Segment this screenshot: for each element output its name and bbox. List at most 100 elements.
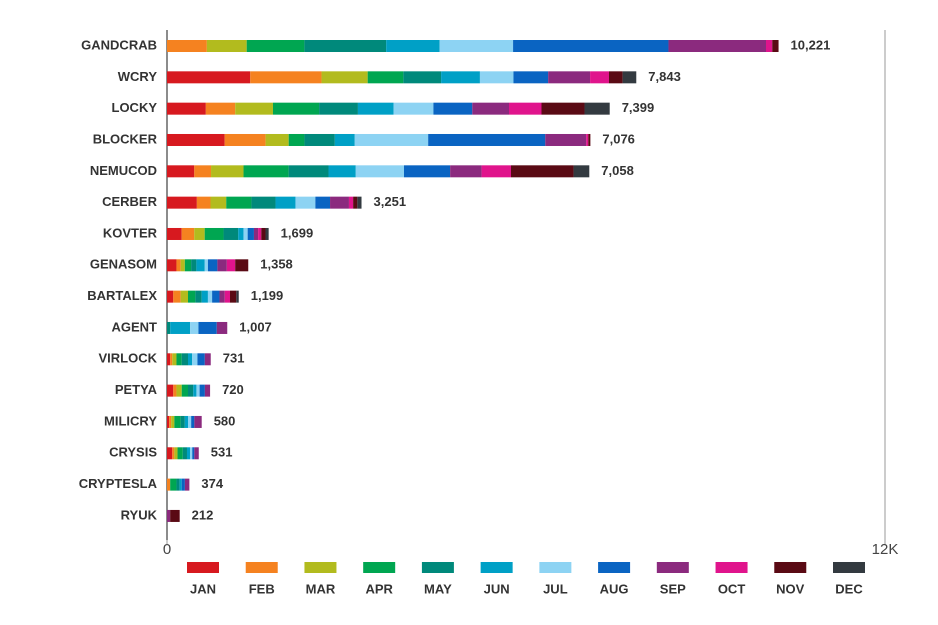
bar-segment <box>167 71 251 84</box>
legend-label: APR <box>365 581 393 596</box>
bar-segment <box>167 133 225 146</box>
bar-segment <box>193 384 197 397</box>
total-label: 7,058 <box>601 163 634 178</box>
bar-segment <box>586 133 589 146</box>
legend-swatch <box>421 562 454 573</box>
legend-swatch <box>480 562 513 573</box>
bar-segment <box>212 290 220 303</box>
legend-label: JUN <box>484 581 510 596</box>
bar-segment <box>196 259 205 272</box>
bar-segment <box>226 196 252 209</box>
bar-segment <box>275 196 296 209</box>
bar-segment <box>236 290 239 303</box>
legend-swatch <box>833 562 865 573</box>
total-label: 1,699 <box>281 225 314 240</box>
bar-segment <box>176 384 182 397</box>
category-label: CRYPTESLA <box>79 476 158 491</box>
bar-segment <box>258 227 262 240</box>
bar-segment <box>196 196 211 209</box>
bar-segment <box>243 165 289 178</box>
category-label: BARTALEX <box>87 288 157 303</box>
total-label: 1,358 <box>260 257 293 272</box>
bar-segment <box>219 290 225 303</box>
bar-segment <box>588 133 591 146</box>
bar-segment <box>170 321 191 334</box>
bar-segment <box>176 478 180 491</box>
bar-segment <box>199 384 205 397</box>
bar-segment <box>181 384 189 397</box>
bar-segment <box>181 478 185 491</box>
bar-segment <box>304 40 387 52</box>
bar-segment <box>170 353 173 366</box>
bar-segment <box>472 102 510 115</box>
bar-segment <box>253 227 259 240</box>
bar-segment <box>194 227 205 240</box>
bar-segment <box>167 196 197 209</box>
bar-segment <box>573 165 590 178</box>
bar-segment <box>167 290 174 303</box>
bar-segment <box>247 227 254 240</box>
bar-segment <box>433 102 473 115</box>
total-label: 1,199 <box>251 288 284 303</box>
legend-swatch <box>598 562 631 573</box>
bar-segment <box>510 165 574 178</box>
bar-segment <box>194 447 199 460</box>
bar-segment <box>328 165 356 178</box>
bar-segment <box>272 102 320 115</box>
bar-segment <box>170 509 180 522</box>
bar-segment <box>181 353 189 366</box>
bar-segment <box>315 196 331 209</box>
bar-segment <box>188 353 193 366</box>
bar-segment <box>176 353 182 366</box>
total-label: 3,251 <box>374 194 407 209</box>
bar-segment <box>548 71 591 84</box>
bar-segment <box>330 196 349 209</box>
category-label: GENASOM <box>90 257 157 272</box>
bar-segment <box>190 321 199 334</box>
bar-segment <box>295 196 316 209</box>
bar-segment <box>167 478 171 491</box>
bar-segment <box>545 133 587 146</box>
bar-segment <box>265 133 289 146</box>
bar-segment <box>180 415 185 428</box>
legend-swatch <box>187 562 219 573</box>
bar-segment <box>195 290 202 303</box>
total-label: 580 <box>214 413 236 428</box>
x-tick-label: 0 <box>163 541 171 558</box>
bar-segment <box>481 165 511 178</box>
bar-segment <box>173 290 181 303</box>
bar-segment <box>196 384 200 397</box>
bar-segment <box>186 447 191 460</box>
bar-segment <box>184 478 190 491</box>
legend-label: MAR <box>306 581 336 596</box>
bar-segment <box>334 133 355 146</box>
legend-label: NOV <box>776 581 805 596</box>
bar-segment <box>367 71 404 84</box>
bar-segment <box>265 227 269 240</box>
bar-segment <box>450 165 482 178</box>
legend-label: JUL <box>543 581 568 596</box>
bar-segment <box>261 227 266 240</box>
bar-segment <box>288 133 305 146</box>
legend-label: SEP <box>660 581 686 596</box>
total-label: 10,221 <box>791 37 831 52</box>
bar-segment <box>177 447 183 460</box>
bar-segment <box>428 133 546 146</box>
category-label: NEMUCOD <box>90 163 157 178</box>
category-label: LOCKY <box>112 100 158 115</box>
legend-swatch <box>715 562 748 573</box>
bar-segment <box>513 40 669 52</box>
bar-segment <box>210 196 227 209</box>
legend-swatch <box>656 562 689 573</box>
category-label: PETYA <box>115 382 158 397</box>
bar-segment <box>198 321 217 334</box>
bar-segment <box>190 447 193 460</box>
total-label: 1,007 <box>239 319 272 334</box>
bar-segment <box>479 71 514 84</box>
bar-segment <box>584 102 610 115</box>
bar-segment <box>353 196 358 209</box>
bar-segment <box>357 196 362 209</box>
bar-segment <box>182 447 187 460</box>
bar-segment <box>211 165 244 178</box>
bar-segment <box>181 227 195 240</box>
